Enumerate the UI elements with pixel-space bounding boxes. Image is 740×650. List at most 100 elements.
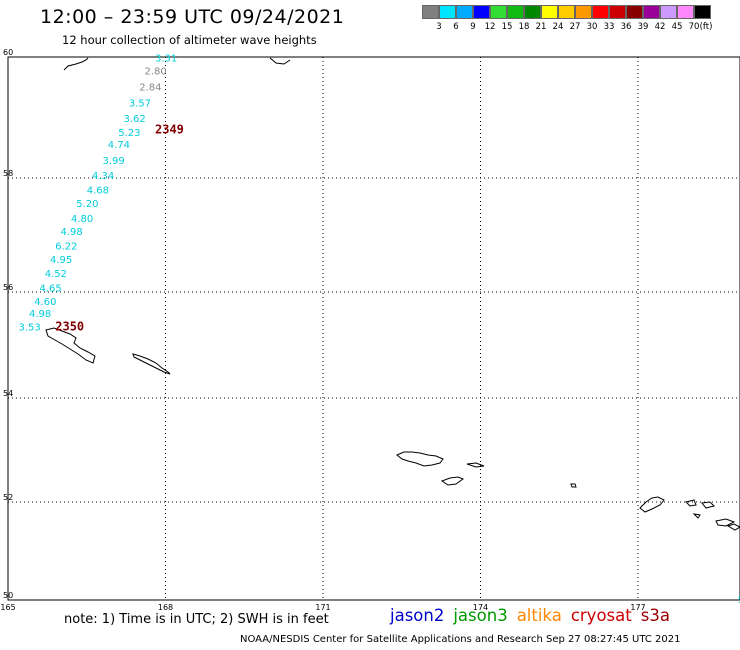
colorbar-swatch-11 [609, 5, 626, 19]
wave-height-label: 2.84 [139, 83, 161, 94]
coastlines [45, 57, 740, 531]
pass-time-label: 2350 [55, 319, 84, 333]
colorbar-label: 36 [620, 22, 632, 32]
wave-height-label: 5.80 [738, 595, 740, 606]
wave-height-observations: 3.312.80 2.84 3.57 3.62 5.234.74 3.99 4.34 4.68… [19, 54, 740, 606]
island-rat-2 [701, 501, 715, 509]
colorbar-label: 12 [484, 22, 496, 32]
wave-height-label: 4.95 [50, 255, 72, 266]
graticule [8, 57, 740, 600]
wave-height-label: 3.99 [103, 156, 125, 167]
island-small [570, 483, 577, 488]
wave-height-label: 4.52 [45, 269, 67, 280]
latitude-tick-label: 56 [3, 283, 13, 292]
colorbar-swatch-5 [507, 5, 524, 19]
wave-height-colorbar [422, 5, 711, 19]
latitude-tick-label: 52 [3, 493, 13, 502]
legend-jason2: jason2 [390, 606, 445, 625]
satellite-legend: jason2 jason3 altika cryosat s3a [390, 606, 679, 625]
colorbar-swatch-16 [694, 5, 711, 19]
colorbar-swatch-13 [643, 5, 660, 19]
longitude-tick-label: 174 [473, 603, 488, 612]
latitude-tick-label: 54 [3, 389, 13, 398]
colorbar-label: 18 [518, 22, 530, 32]
wave-height-label: 4.80 [71, 214, 93, 225]
colorbar-swatch-14 [660, 5, 677, 19]
colorbar-label: 27 [569, 22, 581, 32]
colorbar-label: 45 [671, 22, 683, 32]
wave-height-label: 4.74 [108, 140, 130, 151]
wave-height-label: 3.53 [19, 322, 41, 333]
legend-cryosat: cryosat [570, 606, 632, 625]
colorbar-swatch-3 [473, 5, 490, 19]
colorbar-swatch-0 [422, 5, 439, 19]
longitude-tick-label: 168 [158, 603, 173, 612]
longitude-tick-label: 171 [315, 603, 330, 612]
wave-height-label: 4.98 [29, 309, 51, 320]
island-medny [132, 353, 171, 375]
pass-time-labels: 2349 2350 [55, 123, 184, 334]
wave-height-label: 3.57 [129, 98, 151, 109]
latitude-tick-label: 50 [3, 591, 13, 600]
colorbar-label: 30 [586, 22, 598, 32]
colorbar-swatch-4 [490, 5, 507, 19]
colorbar-swatch-9 [575, 5, 592, 19]
colorbar-label: 6 [453, 22, 459, 32]
colorbar-label: 21 [535, 22, 547, 32]
colorbar-label: 42 [654, 22, 666, 32]
wave-height-label: 4.34 [92, 171, 114, 182]
island-agattu [440, 476, 465, 486]
island-amchitka [726, 523, 740, 531]
wave-height-label: 5.20 [76, 199, 98, 210]
colorbar-swatch-6 [524, 5, 541, 19]
latitude-tick-label: 58 [3, 169, 13, 178]
longitude-tick-label: 177 [630, 603, 645, 612]
wave-height-label: 6.22 [55, 241, 77, 252]
colorbar-swatch-1 [439, 5, 456, 19]
wave-height-label: 4.60 [34, 297, 56, 308]
legend-s3a: s3a [640, 606, 670, 625]
coastline-top-2 [269, 57, 291, 65]
wave-height-label: 4.65 [40, 283, 62, 294]
page-title: 12:00 – 23:59 UTC 09/24/2021 [40, 6, 345, 28]
axis-tick-labels: 165 168 171 174 177 60 58 56 54 52 50 [0, 48, 645, 612]
colorbar-swatch-8 [558, 5, 575, 19]
colorbar-label: 70 [688, 22, 700, 32]
units-note: note: 1) Time is in UTC; 2) SWH is in fe… [64, 612, 329, 627]
island-semichi [466, 462, 485, 468]
coastline-top-1 [63, 57, 89, 71]
footer-credit: NOAA/NESDIS Center for Satellite Applica… [240, 634, 681, 645]
wave-height-label: 5.23 [118, 128, 140, 139]
island-rat-4 [692, 513, 701, 519]
colorbar-label: 3 [436, 22, 442, 32]
wave-height-label: 3.62 [124, 114, 146, 125]
island-kiska [639, 496, 665, 513]
colorbar-label: 9 [470, 22, 476, 32]
island-rat-1 [685, 499, 697, 507]
colorbar-swatch-2 [456, 5, 473, 19]
colorbar-label: (ft) [699, 22, 713, 32]
longitude-tick-label: 165 [0, 603, 15, 612]
colorbar-swatch-7 [541, 5, 558, 19]
legend-jason3: jason3 [453, 606, 508, 625]
wave-height-label: 4.68 [87, 185, 109, 196]
colorbar-swatch-10 [592, 5, 609, 19]
colorbar-label: 15 [501, 22, 513, 32]
colorbar-swatch-12 [626, 5, 643, 19]
wave-height-label: 3.31 [155, 54, 177, 65]
colorbar-labels: 3 6 9 12 15 18 21 24 27 30 33 36 39 42 45 70 (ft) [422, 22, 740, 34]
latitude-tick-label: 60 [3, 48, 13, 57]
legend-altika: altika [516, 606, 562, 625]
map-frame [7, 56, 740, 601]
wave-height-label: 2.80 [145, 66, 167, 77]
colorbar-label: 24 [552, 22, 564, 32]
page-subtitle: 12 hour collection of altimeter wave hei… [62, 33, 317, 47]
colorbar-label: 33 [603, 22, 615, 32]
wave-height-label: 4.98 [61, 227, 83, 238]
colorbar-swatch-15 [677, 5, 694, 19]
island-attu [396, 451, 444, 467]
island-bering [45, 327, 96, 364]
island-rat-3 [715, 518, 736, 527]
colorbar-label: 39 [637, 22, 649, 32]
